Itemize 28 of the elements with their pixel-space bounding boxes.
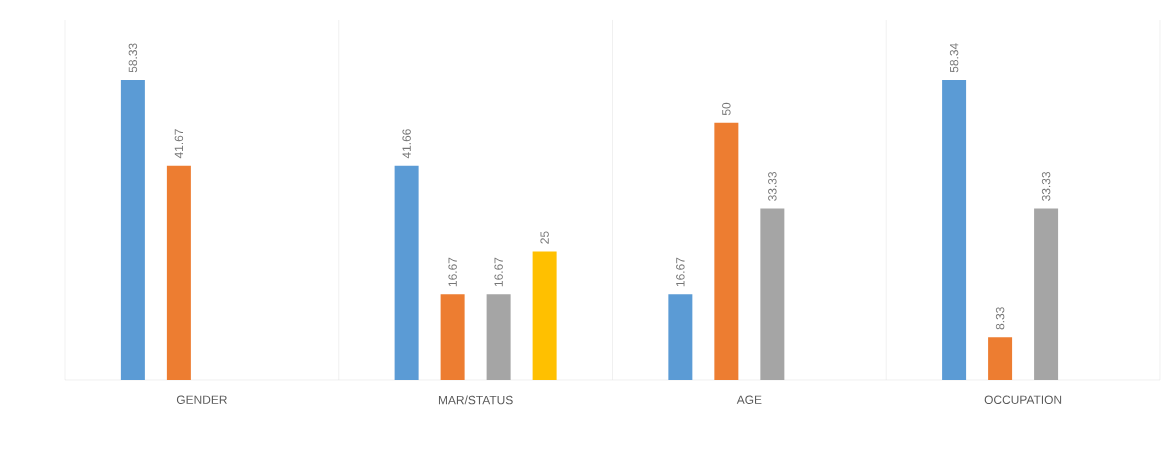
data-label: 8.33: [995, 307, 1005, 330]
data-label: 41.67: [174, 129, 184, 159]
data-label: 25: [540, 231, 549, 244]
x-tick-label: GENDER: [176, 395, 227, 404]
bar: [166, 165, 191, 380]
bar: [120, 80, 145, 380]
bar: [1034, 208, 1059, 380]
data-label: 33.33: [768, 172, 777, 201]
bar: [440, 294, 465, 380]
data-label: 16.67: [494, 257, 503, 287]
bar: [394, 165, 419, 380]
x-tick-label: OCCUPATION: [984, 395, 1062, 404]
data-label: 50: [722, 102, 731, 116]
x-tick-label: MAR/STATUS: [438, 395, 513, 405]
x-tick-label: AGE: [736, 395, 762, 404]
data-label: 58.34: [949, 43, 959, 73]
data-label: 33.33: [1041, 172, 1051, 201]
bar: [760, 208, 785, 380]
bar: [532, 251, 557, 380]
bar: [942, 79, 967, 380]
bar: [486, 294, 511, 380]
data-label: 41.66: [402, 129, 411, 159]
bar: [988, 337, 1013, 380]
bar: [714, 122, 739, 380]
data-label: 58.33: [128, 43, 138, 73]
data-label: 16.67: [676, 257, 685, 287]
bar: [668, 294, 693, 380]
data-label: 16.67: [448, 257, 457, 287]
